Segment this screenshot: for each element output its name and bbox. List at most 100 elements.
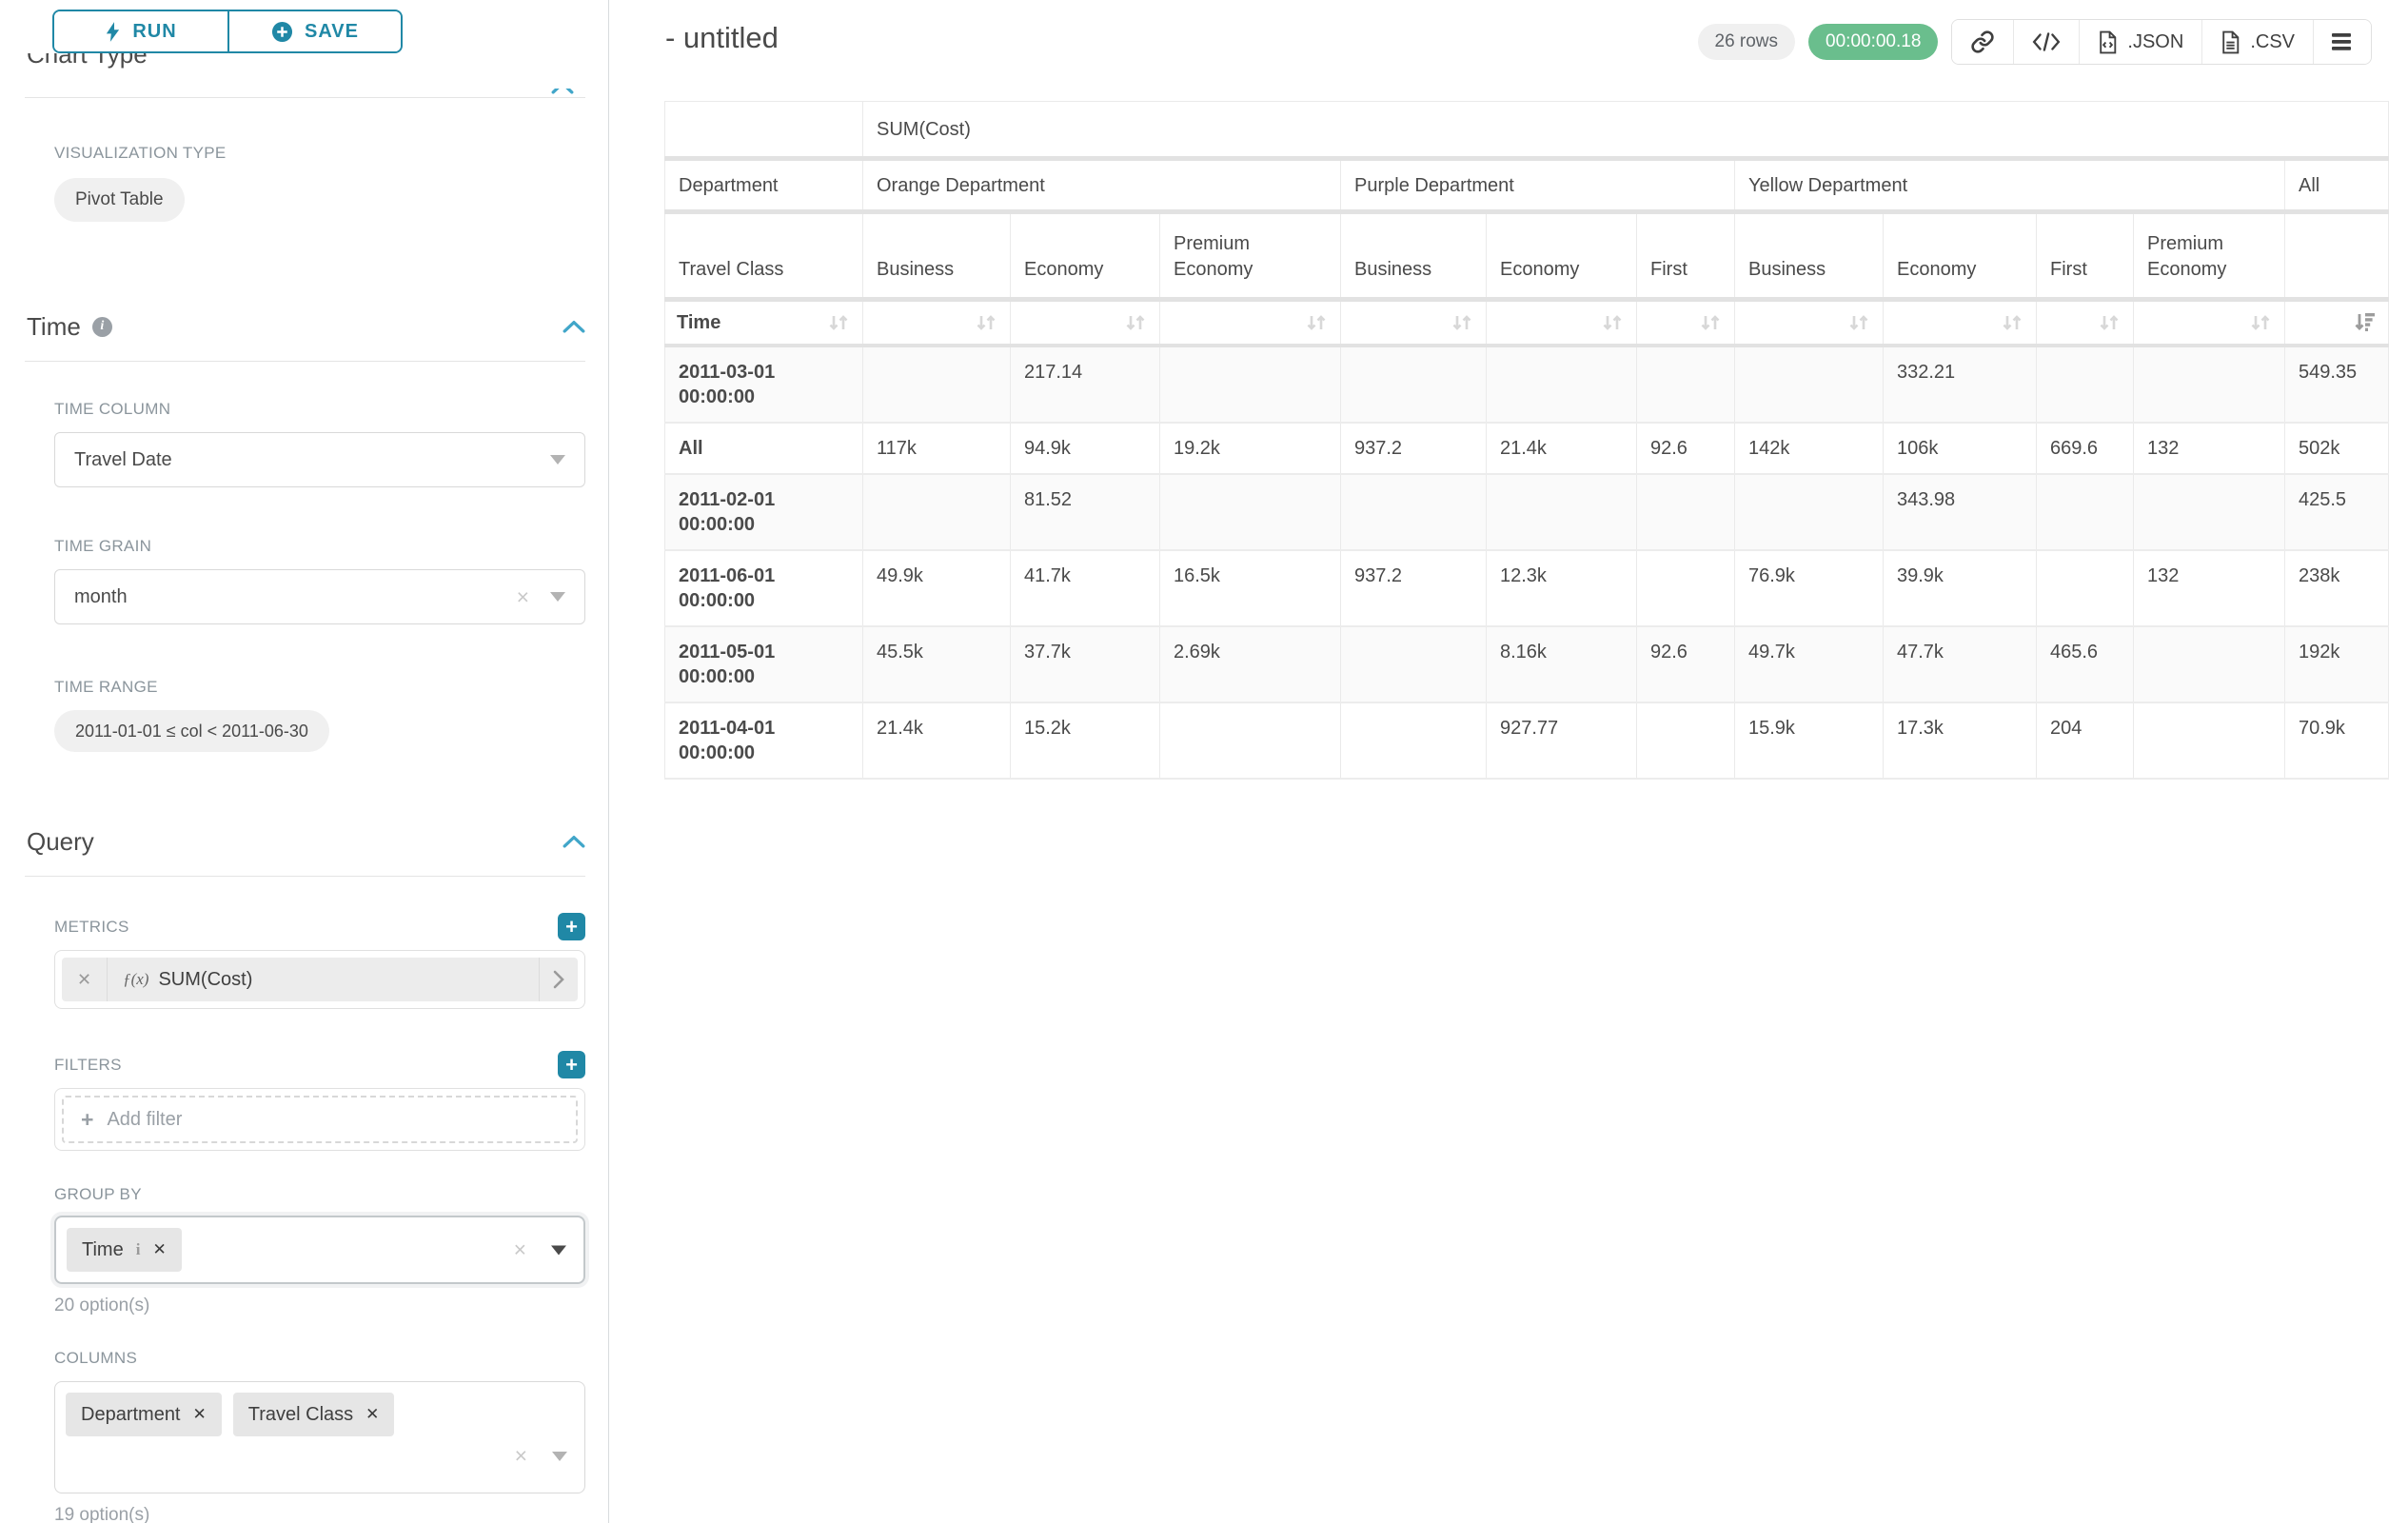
pivot-class-header: Premium Economy [1159, 211, 1341, 302]
csv-file-icon [2222, 30, 2240, 53]
chevron-up-icon[interactable] [563, 834, 585, 849]
sort-icon[interactable] [2000, 312, 2024, 333]
pivot-value-cell: 41.7k [1010, 549, 1160, 627]
sort-icon[interactable] [1123, 312, 1148, 333]
pivot-dept-row-label: Department [664, 158, 863, 214]
pivot-time-sort-header[interactable]: Time [664, 299, 863, 347]
remove-metric-icon[interactable]: ✕ [62, 958, 109, 1001]
chart-header: - untitled 26 rows 00:00:00.18 .JSON .CS… [610, 0, 2408, 65]
group-by-select[interactable]: Time i ✕ × [54, 1216, 585, 1284]
pivot-value-cell: 70.9k [2284, 702, 2389, 780]
add-filter-dropzone[interactable]: + Add filter [62, 1096, 578, 1143]
dimension-tag[interactable]: Time i ✕ [67, 1228, 182, 1272]
pivot-value-cell [1340, 702, 1487, 780]
sort-icon[interactable] [1846, 312, 1871, 333]
pivot-column-sort-header[interactable] [862, 299, 1011, 347]
chevron-down-icon [552, 1451, 567, 1461]
dimension-tag[interactable]: Travel Class ✕ [232, 1393, 395, 1436]
viz-type-pill[interactable]: Pivot Table [54, 178, 185, 222]
export-json-button[interactable]: .JSON [2079, 20, 2202, 64]
pivot-column-sort-header[interactable] [1340, 299, 1487, 347]
pivot-value-cell [1636, 702, 1735, 780]
pivot-data-row: 2011-06-01 00:00:00 49.9k 41.7k 16.5k 937.2 1… [664, 549, 2389, 627]
metric-item[interactable]: ✕ ƒ(x) SUM(Cost) [62, 958, 578, 1001]
run-button[interactable]: RUN [54, 11, 227, 51]
json-file-icon [2100, 30, 2117, 53]
dimension-tag[interactable]: Department ✕ [66, 1393, 222, 1436]
pivot-column-sort-header[interactable] [2284, 299, 2389, 347]
more-options-button[interactable] [2313, 20, 2371, 64]
time-range-pill[interactable]: 2011-01-01 ≤ col < 2011-06-30 [54, 710, 329, 752]
sort-icon[interactable] [974, 312, 998, 333]
copy-link-button[interactable] [1952, 20, 2014, 64]
pivot-column-sort-header[interactable] [2036, 299, 2134, 347]
pivot-value-cell: 45.5k [862, 625, 1011, 703]
pivot-value-cell: 142k [1734, 422, 1884, 475]
clear-icon[interactable]: × [513, 1236, 526, 1262]
pivot-value-cell: 8.16k [1486, 625, 1637, 703]
clear-icon[interactable]: × [514, 1443, 527, 1468]
pivot-value-cell: 92.6 [1636, 625, 1735, 703]
sort-icon[interactable] [1450, 312, 1474, 333]
pivot-column-sort-header[interactable] [1883, 299, 2037, 347]
sort-desc-icon[interactable] [2352, 312, 2377, 333]
pivot-value-cell [1159, 345, 1341, 424]
add-metric-button[interactable]: + [558, 913, 585, 940]
pivot-value-cell [2133, 702, 2285, 780]
add-filter-placeholder: Add filter [107, 1108, 183, 1130]
pivot-column-sort-header[interactable] [1636, 299, 1735, 347]
time-column-select[interactable]: Travel Date [54, 432, 585, 487]
pivot-column-sort-header[interactable] [1734, 299, 1884, 347]
pivot-table: SUM(Cost) Department Orange Department Purp… [664, 101, 2389, 780]
sort-icon[interactable] [2248, 312, 2273, 333]
pivot-data-row: All 117k 94.9k 19.2k 937.2 21.4k 92.6 142k 106k 6… [664, 422, 2389, 475]
pivot-value-cell: 549.35 [2284, 345, 2389, 424]
pivot-value-cell: 47.7k [1883, 625, 2037, 703]
pivot-value-cell [2036, 473, 2134, 551]
chart-title[interactable]: - untitled [665, 21, 779, 54]
dimension-tag-label: Time [82, 1238, 124, 1260]
time-grain-select[interactable]: month × [54, 569, 585, 624]
pivot-class-header: Economy [1010, 211, 1160, 302]
group-by-options-hint: 20 option(s) [54, 1296, 150, 1315]
sort-icon[interactable] [2097, 312, 2122, 333]
export-csv-button[interactable]: .CSV [2201, 20, 2313, 64]
save-button[interactable]: SAVE [227, 11, 401, 51]
pivot-time-label: Time [677, 311, 721, 333]
pivot-value-cell [1734, 473, 1884, 551]
pivot-value-cell: 937.2 [1340, 422, 1487, 475]
section-divider [25, 97, 585, 98]
pivot-row-key: All [664, 422, 863, 475]
pivot-column-sort-header[interactable] [2133, 299, 2285, 347]
pivot-column-sort-header[interactable] [1486, 299, 1637, 347]
pivot-value-cell: 92.6 [1636, 422, 1735, 475]
remove-tag-icon[interactable]: ✕ [192, 1405, 207, 1423]
time-grain-value: month [74, 585, 128, 607]
chart-header-actions: 26 rows 00:00:00.18 .JSON .CSV [1697, 15, 2372, 65]
section-divider [25, 361, 585, 362]
pivot-value-cell: 16.5k [1159, 549, 1341, 627]
pivot-value-cell: 217.14 [1010, 345, 1160, 424]
chevron-up-icon[interactable] [551, 89, 576, 97]
pivot-value-cell [1159, 473, 1341, 551]
pivot-column-sort-header[interactable] [1010, 299, 1160, 347]
chevron-up-icon[interactable] [563, 319, 585, 334]
pivot-class-header: Economy [1486, 211, 1637, 302]
sort-icon[interactable] [1304, 312, 1329, 333]
chart-panel: - untitled 26 rows 00:00:00.18 .JSON .CS… [610, 0, 2408, 1523]
sort-icon[interactable] [1600, 312, 1625, 333]
remove-tag-icon[interactable]: ✕ [152, 1240, 167, 1258]
run-save-button-group: RUN SAVE [52, 10, 403, 53]
pivot-column-sort-header[interactable] [1159, 299, 1341, 347]
clear-icon[interactable]: × [516, 583, 529, 609]
pivot-corner-cell [664, 101, 863, 161]
metrics-container: ✕ ƒ(x) SUM(Cost) [54, 950, 585, 1009]
add-filter-button[interactable]: + [558, 1051, 585, 1078]
columns-select[interactable]: Department ✕ Travel Class ✕ × [54, 1381, 585, 1493]
remove-tag-icon[interactable]: ✕ [365, 1405, 380, 1423]
chevron-right-icon[interactable] [539, 958, 578, 1001]
sort-icon[interactable] [1698, 312, 1723, 333]
view-query-button[interactable] [2013, 20, 2080, 64]
sort-icon[interactable] [826, 312, 851, 333]
query-actions-bar: RUN SAVE [0, 0, 608, 53]
